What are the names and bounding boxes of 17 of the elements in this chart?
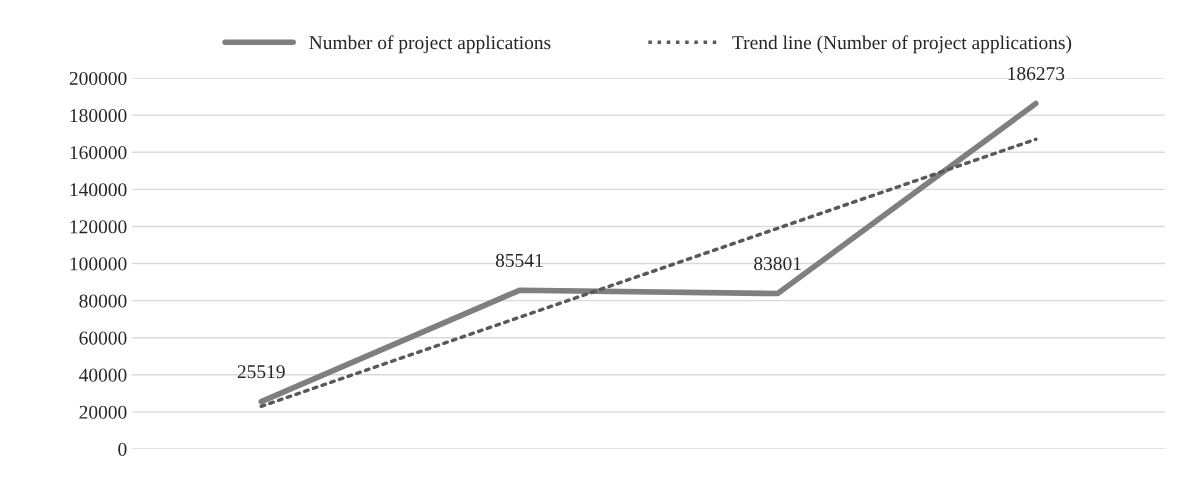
y-tick-label: 100000 xyxy=(70,257,127,271)
y-tick-label: 0 xyxy=(118,442,127,456)
legend-label: Trend line (Number of project applications) xyxy=(732,35,1072,54)
y-tick-label: 180000 xyxy=(70,108,127,123)
y-tick-label: 140000 xyxy=(70,183,127,197)
y-tick-label: 60000 xyxy=(79,331,127,345)
legend-label: Number of project applications xyxy=(309,35,551,54)
y-tick-label: 80000 xyxy=(79,294,127,308)
data-label: 85541 xyxy=(495,253,543,267)
data-label: 186273 xyxy=(1008,67,1065,81)
y-tick-label: 40000 xyxy=(79,368,127,382)
y-tick-label: 20000 xyxy=(79,405,127,419)
y-tick-label: 120000 xyxy=(70,220,127,234)
y-tick-label: 200000 xyxy=(69,71,127,86)
data-label: 83801 xyxy=(754,257,801,271)
y-tick-label: 160000 xyxy=(70,146,127,160)
data-label: 25519 xyxy=(237,365,285,379)
